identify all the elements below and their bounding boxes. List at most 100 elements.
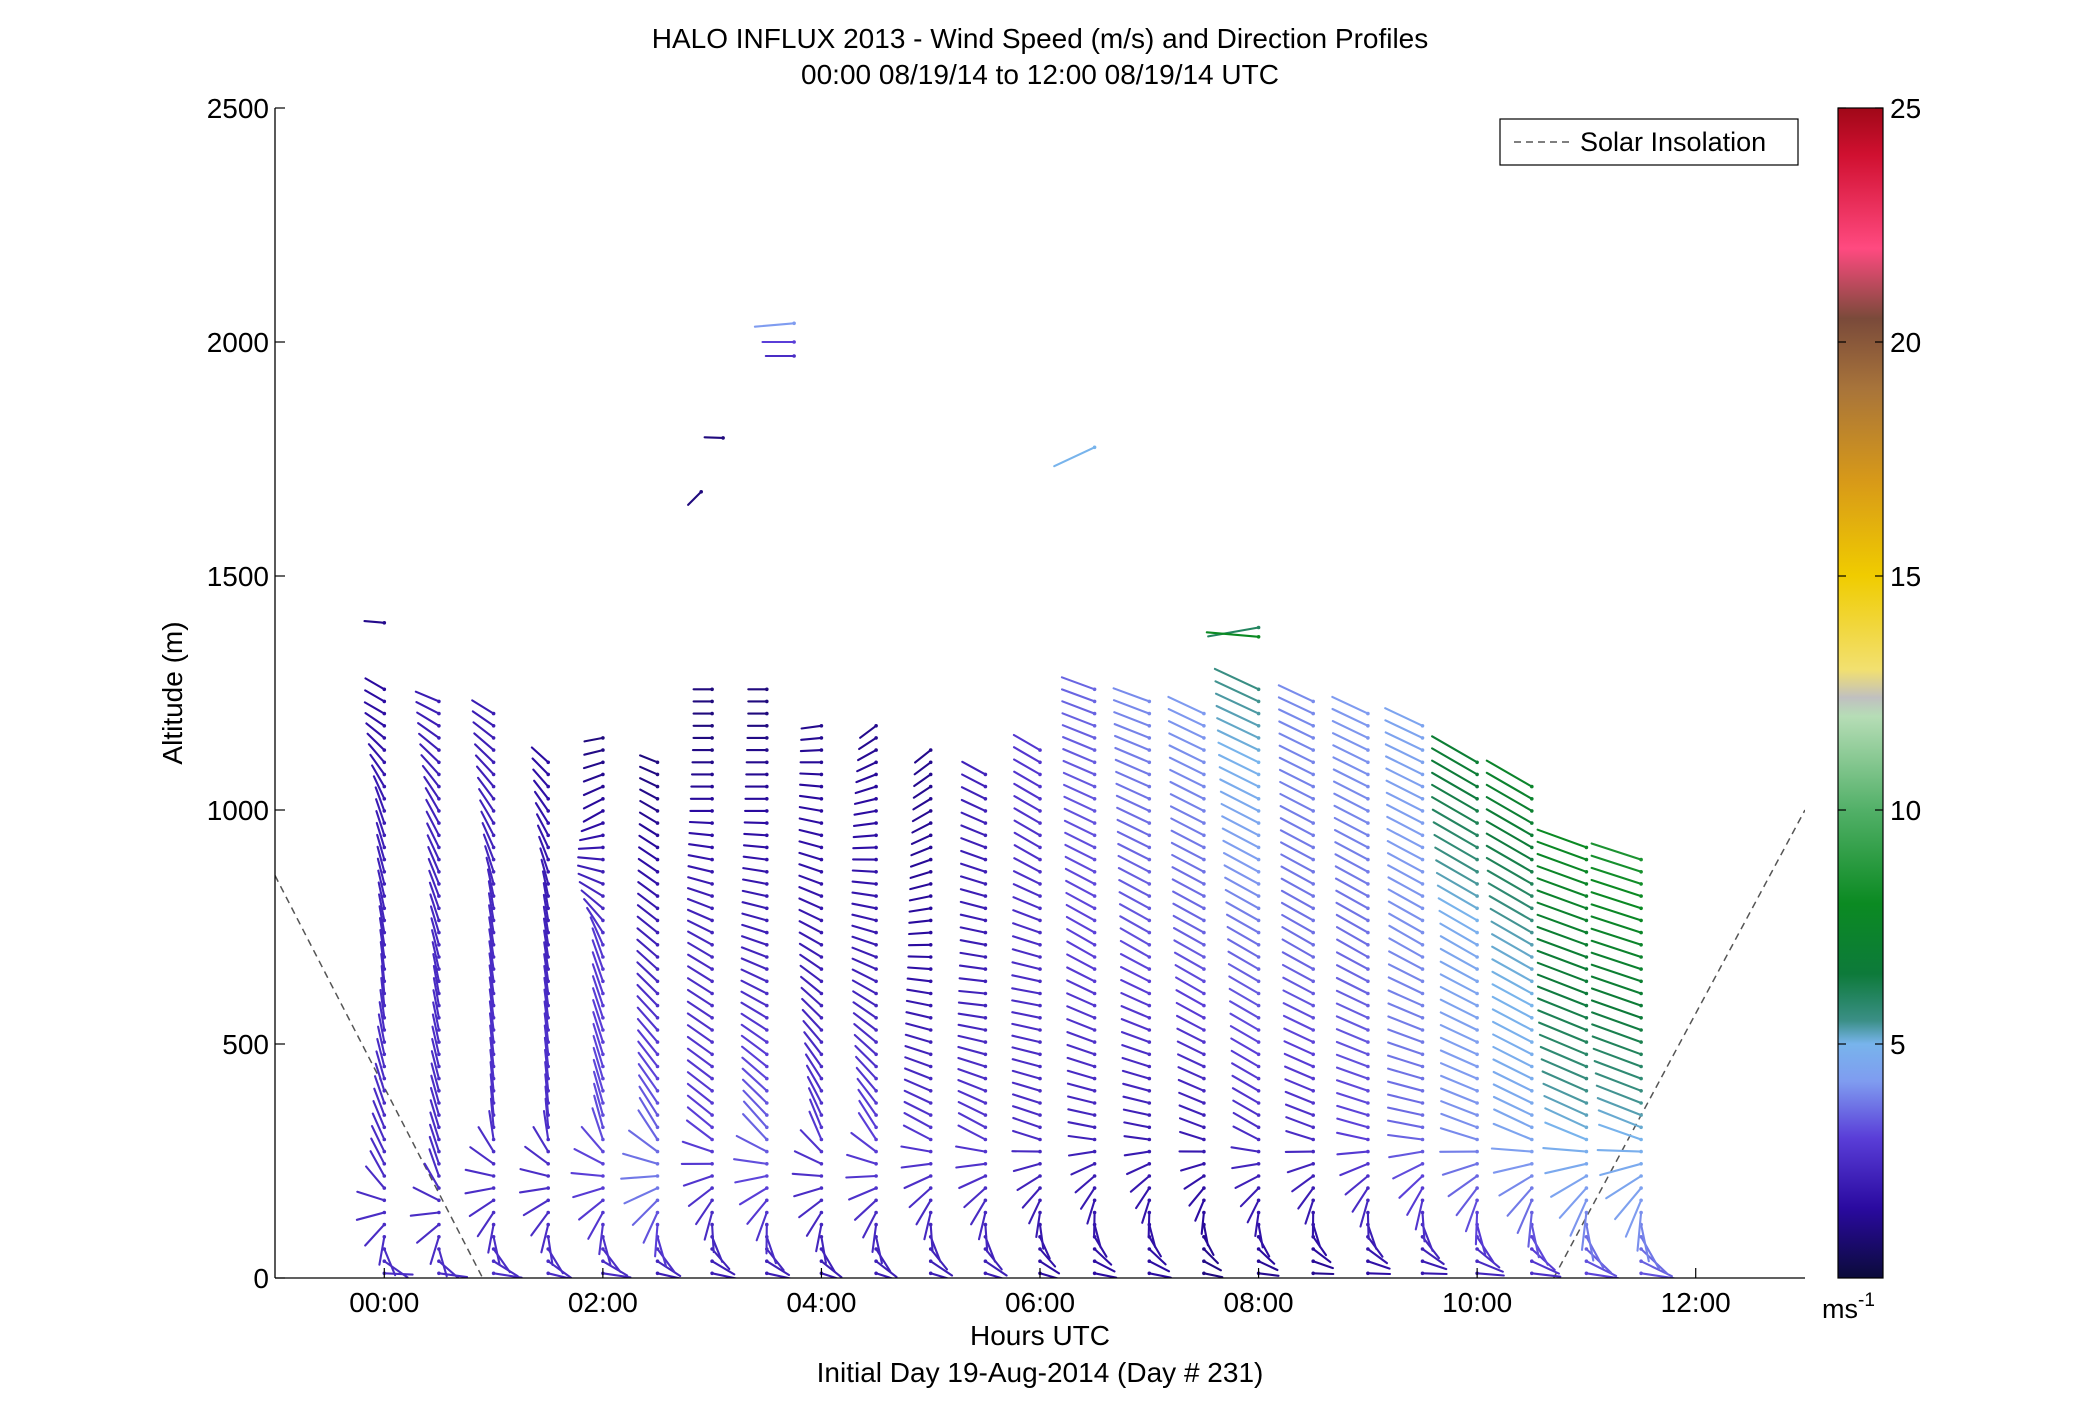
wind-barb-origin bbox=[601, 1198, 605, 1203]
x-tick-label: 08:00 bbox=[1224, 1287, 1294, 1318]
wind-barb-origin bbox=[1366, 1028, 1370, 1032]
wind-barb-origin bbox=[928, 1222, 933, 1227]
wind-barb bbox=[1281, 926, 1315, 946]
wind-barb bbox=[1284, 1078, 1315, 1092]
wind-barb-origin bbox=[1038, 1101, 1042, 1105]
wind-barb-origin bbox=[546, 1101, 550, 1105]
wind-barb bbox=[688, 820, 714, 825]
wind-barb bbox=[1387, 1067, 1424, 1080]
wind-barb bbox=[1435, 859, 1479, 885]
wind-barb bbox=[428, 1148, 440, 1178]
wind-barb bbox=[638, 1096, 659, 1129]
wind-barb bbox=[1385, 767, 1424, 788]
wind-barb bbox=[592, 999, 604, 1032]
wind-barb bbox=[1491, 970, 1533, 995]
wind-barb bbox=[1231, 1087, 1260, 1105]
wind-barb-origin bbox=[1420, 1259, 1425, 1263]
wind-barb bbox=[1194, 1199, 1205, 1222]
wind-barb bbox=[799, 772, 823, 776]
wind-barb-origin bbox=[819, 772, 824, 777]
wind-barb bbox=[929, 1223, 934, 1253]
wind-barb bbox=[1175, 1001, 1205, 1019]
wind-barb bbox=[1062, 748, 1096, 764]
wind-barb bbox=[383, 1272, 414, 1276]
wind-barb bbox=[534, 802, 550, 825]
wind-barb-origin bbox=[699, 490, 703, 494]
wind-barb-origin bbox=[983, 772, 988, 777]
wind-barb bbox=[1207, 626, 1260, 638]
wind-barb bbox=[379, 929, 386, 959]
wind-barb bbox=[488, 1000, 495, 1032]
wind-barb bbox=[1013, 819, 1042, 837]
wind-barb bbox=[1485, 856, 1533, 885]
wind-barb bbox=[1591, 1023, 1643, 1044]
wind-barb bbox=[437, 1272, 469, 1278]
wind-barb bbox=[957, 1023, 987, 1032]
wind-barb bbox=[639, 754, 659, 764]
wind-barb bbox=[383, 1247, 397, 1277]
wind-barb bbox=[1335, 1053, 1369, 1068]
wind-barb-origin bbox=[819, 1259, 824, 1263]
wind-barb bbox=[905, 999, 932, 1007]
wind-barb-origin bbox=[1639, 882, 1643, 886]
x-ticks: 00:00 02:00 04:00 06:00 08:00 10:00 12:00 bbox=[349, 1268, 1731, 1318]
wind-barb-origin bbox=[874, 857, 878, 862]
wind-barb bbox=[1476, 1235, 1495, 1263]
wind-barb-origin bbox=[491, 784, 496, 789]
wind-barb bbox=[856, 1077, 878, 1105]
wind-barb-origin bbox=[1038, 906, 1042, 911]
wind-barb bbox=[591, 963, 604, 995]
wind-barb-origin bbox=[1256, 1235, 1261, 1239]
wind-barb-origin bbox=[1530, 845, 1534, 850]
wind-barb-origin bbox=[1038, 1149, 1042, 1154]
wind-barb-origin bbox=[1147, 857, 1152, 862]
wind-barb-origin bbox=[491, 1247, 496, 1251]
wind-barb bbox=[1536, 877, 1588, 898]
wind-barb bbox=[1016, 1174, 1042, 1192]
wind-barb-origin bbox=[710, 1186, 714, 1190]
wind-barb bbox=[538, 835, 550, 861]
wind-barb bbox=[1333, 792, 1369, 812]
wind-barb-origin bbox=[1366, 943, 1370, 947]
wind-barb-origin bbox=[1366, 967, 1370, 971]
wind-barb-origin bbox=[710, 1259, 714, 1263]
wind-barb-origin bbox=[1038, 1040, 1042, 1044]
wind-barb-origin bbox=[546, 784, 550, 789]
wind-barb bbox=[1013, 782, 1042, 800]
wind-barb bbox=[1492, 1058, 1533, 1080]
wind-barb bbox=[1431, 808, 1479, 837]
wind-barb bbox=[592, 1046, 604, 1080]
wind-barb-origin bbox=[874, 979, 878, 984]
wind-barb-origin bbox=[710, 1162, 714, 1166]
wind-barb-origin bbox=[1202, 979, 1206, 984]
wind-barb bbox=[582, 809, 604, 823]
wind-barb-origin bbox=[928, 1064, 933, 1069]
wind-barb-origin bbox=[710, 882, 714, 886]
wind-barb bbox=[851, 924, 878, 934]
wind-barb bbox=[960, 824, 987, 837]
wind-barb-origin bbox=[1202, 1064, 1206, 1069]
wind-barb bbox=[379, 989, 386, 1019]
wind-barb-origin bbox=[1256, 955, 1261, 959]
wind-barb bbox=[908, 895, 932, 902]
wind-barb-origin bbox=[601, 772, 605, 777]
wind-barb-origin bbox=[1202, 1089, 1206, 1093]
wind-barb-origin bbox=[1475, 1186, 1479, 1190]
wind-barb-origin bbox=[1366, 748, 1370, 752]
wind-barb bbox=[1640, 1223, 1650, 1263]
wind-barb bbox=[577, 864, 604, 873]
wind-barb-origin bbox=[1366, 1149, 1370, 1154]
wind-barb bbox=[738, 1187, 768, 1206]
wind-barb-origin bbox=[928, 1198, 933, 1203]
wind-barb-origin bbox=[1475, 809, 1479, 813]
wind-barb-origin bbox=[601, 1247, 605, 1251]
wind-barb-origin bbox=[1256, 1198, 1261, 1203]
wind-barb bbox=[808, 1110, 823, 1141]
wind-barb-origin bbox=[710, 1052, 714, 1057]
wind-barb bbox=[1220, 802, 1260, 825]
wind-barb-origin bbox=[928, 906, 933, 911]
wind-barb bbox=[1536, 937, 1588, 959]
wind-barb bbox=[1439, 935, 1479, 959]
wind-barb-origin bbox=[1147, 797, 1152, 801]
